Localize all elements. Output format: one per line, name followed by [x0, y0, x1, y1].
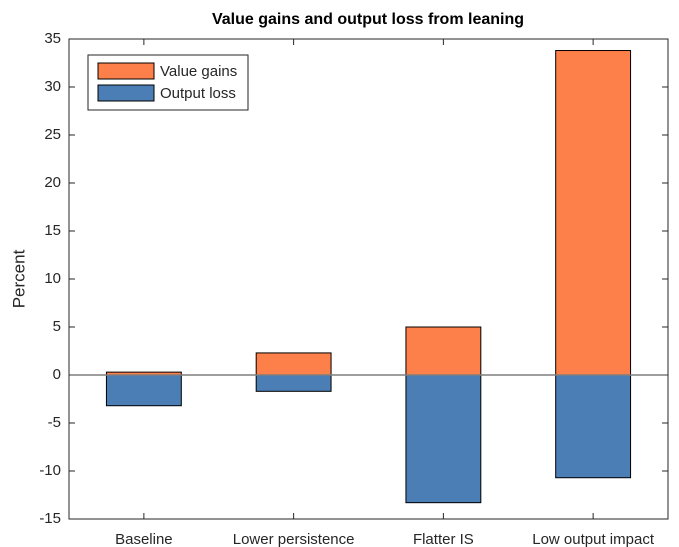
legend-swatch [97, 84, 155, 102]
bar [255, 352, 332, 376]
bar [555, 50, 632, 376]
legend-swatch [97, 62, 155, 80]
x-tick-label: Baseline [115, 531, 173, 547]
bar [105, 374, 182, 407]
y-tick-label: -5 [48, 414, 61, 431]
y-tick-label: -15 [39, 510, 61, 527]
bar [405, 374, 482, 504]
bar [405, 326, 482, 376]
chart-title: Value gains and output loss from leaning [212, 11, 524, 28]
y-tick-label: 30 [44, 78, 61, 95]
x-tick-label: Lower persistence [233, 531, 355, 547]
y-tick-label: 5 [53, 318, 61, 335]
y-tick-label: 15 [44, 222, 61, 239]
legend-label: Output loss [160, 85, 236, 102]
bar [255, 374, 332, 392]
y-tick-label: 20 [44, 174, 61, 191]
x-tick-label: Low output impact [532, 531, 655, 547]
y-tick-label: 0 [53, 366, 61, 383]
bar [555, 374, 632, 479]
y-tick-label: 35 [44, 30, 61, 47]
y-tick-label: -10 [39, 462, 61, 479]
y-axis-label: Percent [9, 249, 28, 308]
y-tick-label: 10 [44, 270, 61, 287]
y-tick-label: 25 [44, 126, 61, 143]
legend-label: Value gains [160, 63, 237, 80]
x-tick-label: Flatter IS [413, 531, 474, 547]
plot-frame [68, 38, 669, 520]
